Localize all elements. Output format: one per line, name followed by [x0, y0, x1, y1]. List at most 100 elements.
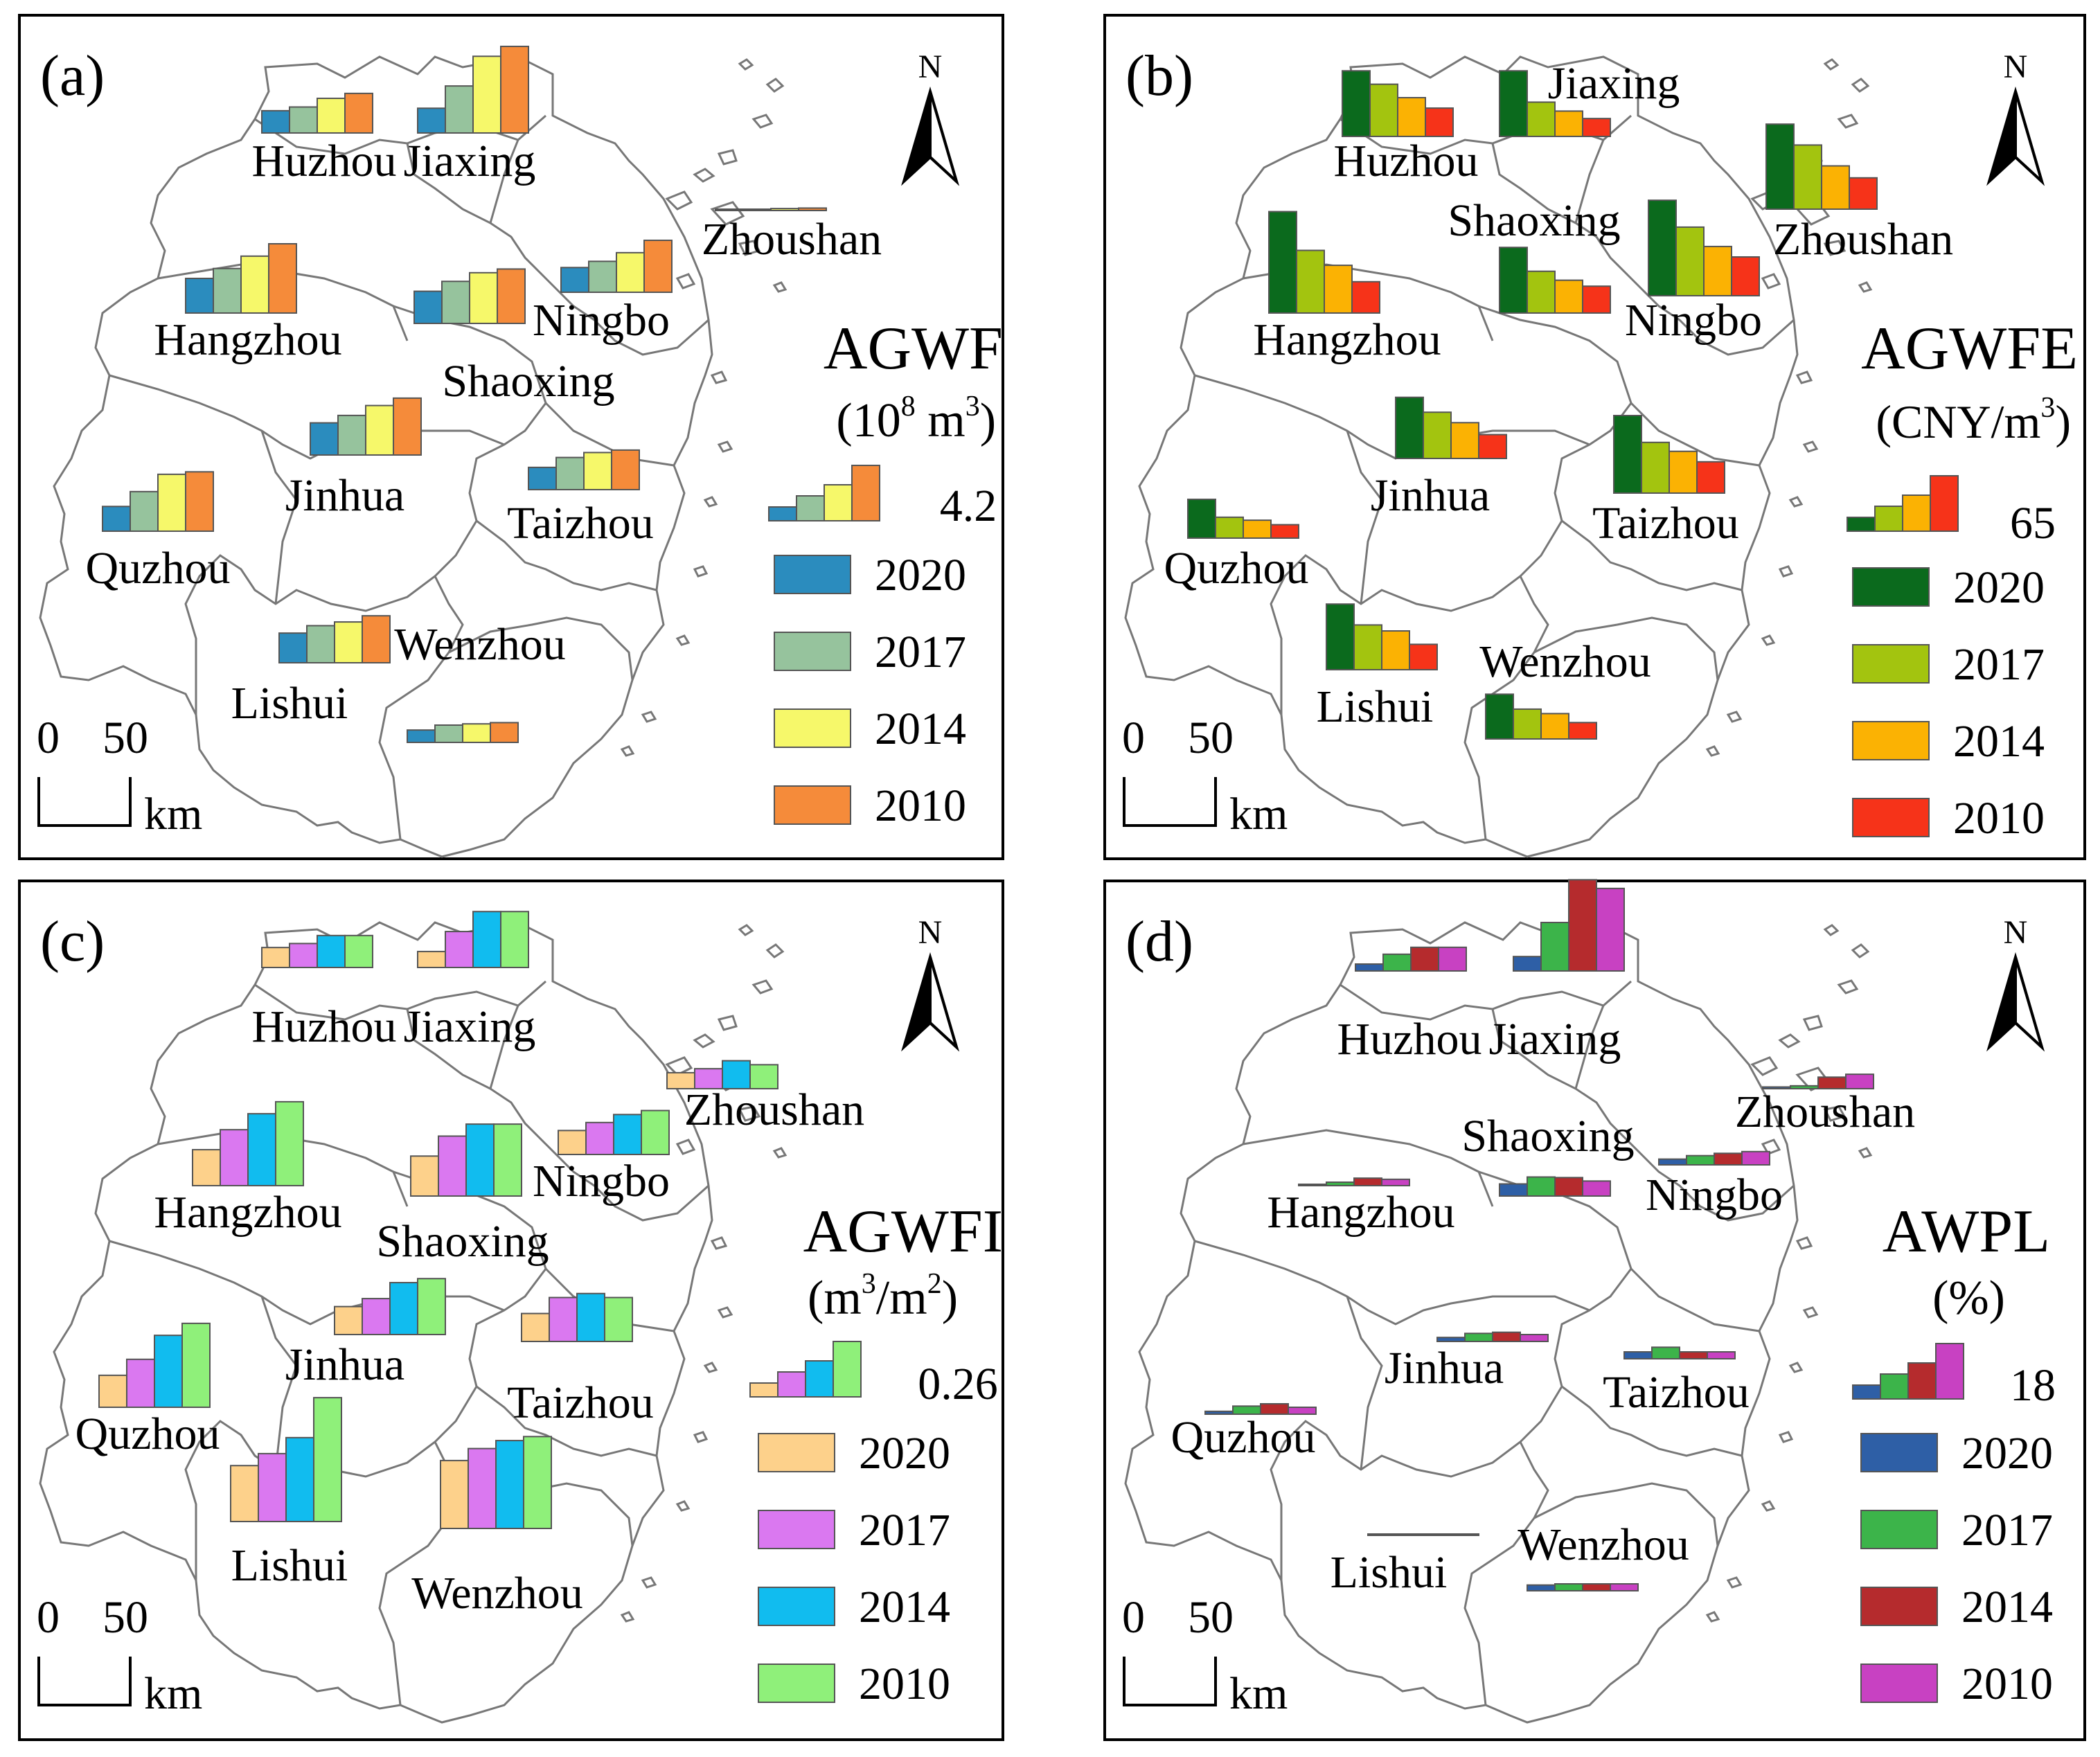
- bar-quzhou-2014: [154, 1335, 183, 1409]
- legend-title: AGWFE: [1861, 315, 2078, 382]
- bar-shaoxing-2014: [1554, 1177, 1583, 1197]
- bar-wenzhou-2017: [306, 625, 335, 664]
- bar-taizhou-2017: [1641, 441, 1670, 494]
- city-label-huzhou: Huzhou: [252, 1001, 397, 1052]
- bar-lishui-2014: [1381, 630, 1410, 670]
- scale-bar: 0 50 km: [37, 713, 202, 839]
- bar-jinhua-2010: [393, 397, 422, 456]
- bar-huzhou-2017: [1369, 83, 1398, 137]
- bar-shaoxing-2014: [469, 271, 498, 324]
- bar-lishui-2010: [313, 1397, 342, 1523]
- bar-wenzhou-2010: [1568, 722, 1597, 740]
- scale-unit: km: [1229, 1668, 1288, 1719]
- city-label-taizhou: Taizhou: [507, 498, 654, 548]
- legend-swatch-2020: [758, 1433, 835, 1472]
- bar-wenzhou-2010: [362, 615, 391, 664]
- bar-taizhou-2017: [555, 456, 585, 490]
- legend-swatch-2014: [1860, 1587, 1938, 1626]
- bar-jinhua-2017: [337, 414, 366, 456]
- city-chart-quzhou: Quzhou: [86, 471, 230, 594]
- bar-lishui-2020: [230, 1465, 259, 1523]
- city-chart-hangzhou: Hangzhou: [154, 1100, 342, 1238]
- bar-huzhou-2020: [261, 947, 290, 968]
- scale-unit: km: [144, 1668, 202, 1719]
- bar-wenzhou-2014: [495, 1440, 524, 1529]
- bar-hangzhou-2014: [240, 255, 269, 314]
- city-label-zhoushan: Zhoushan: [1773, 214, 1953, 265]
- city-chart-jinhua: Jinhua: [285, 397, 422, 521]
- city-label-jiaxing: Jiaxing: [1489, 1014, 1621, 1064]
- legend-reference-bars: [1847, 475, 1959, 532]
- city-label-quzhou: Quzhou: [1171, 1412, 1316, 1463]
- legend-year-2017: 2017: [1961, 1505, 2053, 1555]
- bar-quzhou-2017: [126, 1358, 155, 1408]
- legend-reference-value: 4.2: [940, 481, 997, 531]
- bar-jinhua-2020: [1395, 396, 1424, 460]
- city-label-huzhou: Huzhou: [252, 136, 397, 186]
- bar-quzhou-2010: [181, 1322, 211, 1408]
- scale-zero: 0: [1122, 713, 1145, 763]
- legend-swatch-2017: [1852, 644, 1930, 684]
- city-label-lishui: Lishui: [231, 678, 348, 729]
- bar-lishui-2020: [1326, 603, 1355, 671]
- legend-year-2017: 2017: [875, 627, 966, 677]
- bar-ningbo-2017: [588, 260, 617, 294]
- legend-reference-value: 18: [2010, 1360, 2056, 1411]
- legend-items: 2020 2017 2014 2010: [774, 550, 966, 831]
- legend-reference-bar-2014: [824, 484, 853, 521]
- bar-wenzhou-2010: [523, 1436, 552, 1529]
- city-chart-jiaxing: Jiaxing: [404, 46, 535, 186]
- bar-taizhou-2014: [576, 1292, 605, 1342]
- bar-shaoxing-2017: [441, 280, 470, 324]
- city-chart-wenzhou: Wenzhou: [1518, 1519, 1689, 1592]
- north-label: N: [2004, 48, 2028, 85]
- bar-jiaxing-2017: [445, 85, 474, 134]
- bar-shaoxing-2010: [1582, 285, 1611, 314]
- bar-jinhua-2020: [334, 1305, 363, 1335]
- bar-wenzhou-2017: [1554, 1583, 1583, 1591]
- city-chart-lishui: Lishui: [1317, 603, 1438, 732]
- legend-swatch-2010: [1852, 798, 1930, 837]
- bar-jinhua-2020: [310, 422, 339, 456]
- bar-ningbo-2020: [1658, 1158, 1687, 1166]
- city-label-jiaxing: Jiaxing: [1548, 58, 1680, 109]
- city-label-jinhua: Jinhua: [285, 1339, 404, 1390]
- panel-a: (a) N AGWF (108 m3) 4.2 2020 2017 2014 2010…: [18, 14, 1004, 860]
- legend-title: AGWFI: [803, 1198, 1003, 1265]
- bar-jiaxing-2017: [445, 931, 474, 968]
- city-chart-huzhou: Huzhou: [1337, 946, 1481, 1064]
- bar-taizhou-2020: [1623, 1351, 1653, 1359]
- bar-jinhua-2010: [417, 1278, 446, 1336]
- city-label-shaoxing: Shaoxing: [1461, 1111, 1634, 1161]
- city-label-shaoxing: Shaoxing: [1448, 195, 1620, 246]
- bar-jiaxing-2020: [1513, 956, 1542, 972]
- scale-bar: 0 50 km: [1122, 1592, 1288, 1719]
- panel-label: (c): [40, 909, 105, 974]
- bar-quzhou-2020: [1187, 499, 1216, 539]
- bar-lishui-2010: [1409, 643, 1438, 671]
- legend-reference-value: 65: [2010, 498, 2056, 548]
- bar-jinhua-2010: [1478, 434, 1507, 459]
- city-chart-wenzhou: Wenzhou: [1479, 636, 1651, 740]
- panel-label: (a): [40, 44, 105, 108]
- bar-jiaxing-2010: [1596, 887, 1625, 972]
- bar-ningbo-2014: [1703, 245, 1732, 296]
- city-chart-jinhua: Jinhua: [1385, 1331, 1549, 1393]
- city-label-zhoushan: Zhoushan: [1735, 1087, 1915, 1137]
- legend-reference-bar-2020: [1847, 517, 1876, 532]
- city-label-ningbo: Ningbo: [1646, 1170, 1783, 1220]
- legend-reference-bar-2010: [1935, 1343, 1964, 1400]
- bar-huzhou-2017: [289, 943, 318, 968]
- bar-taizhou-2010: [611, 449, 640, 490]
- city-label-jinhua: Jinhua: [285, 470, 404, 521]
- bar-huzhou-2010: [1425, 107, 1454, 137]
- scale-fifty: 50: [103, 1592, 148, 1643]
- scale-zero: 0: [37, 713, 60, 763]
- bar-ningbo-2020: [560, 267, 589, 293]
- bar-huzhou-2017: [1382, 953, 1412, 972]
- city-label-hangzhou: Hangzhou: [154, 1187, 341, 1238]
- bar-ningbo-2014: [613, 1114, 642, 1155]
- bar-shaoxing-2010: [493, 1123, 522, 1197]
